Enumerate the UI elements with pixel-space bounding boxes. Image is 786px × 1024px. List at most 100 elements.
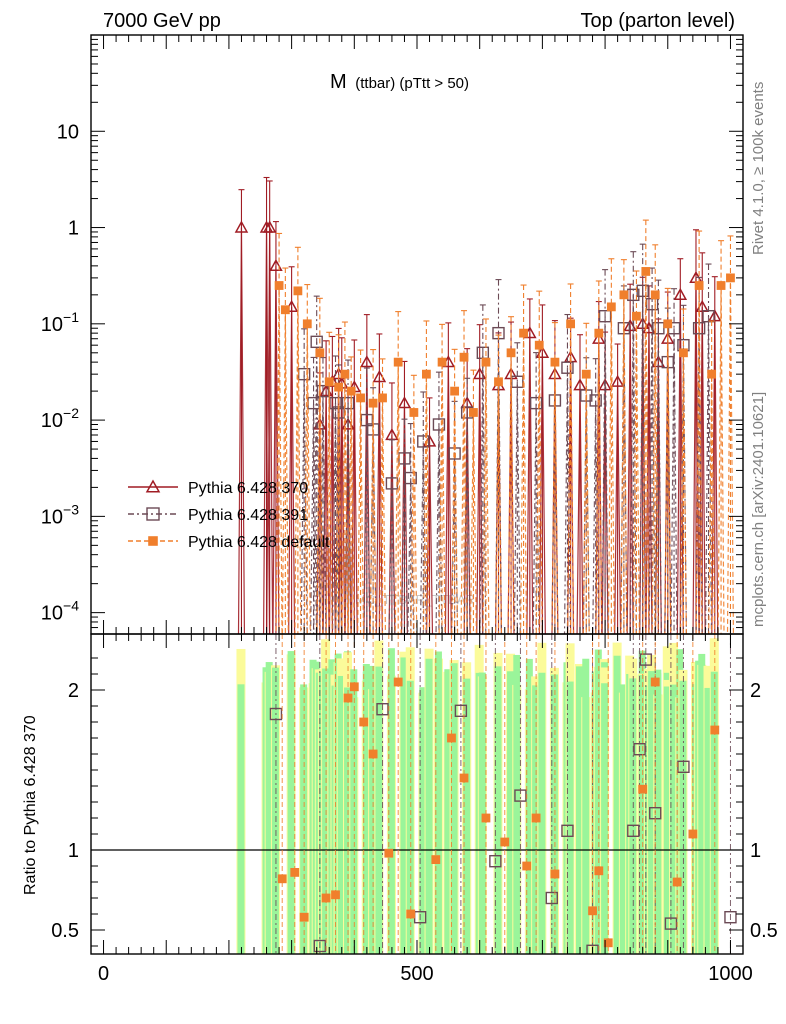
ratio-band-green [613, 655, 621, 954]
data-point [378, 393, 387, 403]
data-point [619, 290, 629, 300]
data-point [459, 352, 469, 362]
ratio-point [349, 682, 359, 692]
x-tick-label: 500 [400, 963, 433, 985]
ratio-y-tick-label: 1 [68, 840, 79, 862]
data-point [566, 319, 575, 329]
data-point [397, 396, 412, 409]
ratio-point [406, 909, 416, 919]
data-point [632, 311, 641, 321]
data-point [679, 348, 688, 358]
ratio-y-tick-label-right: 1 [750, 840, 761, 862]
data-point [368, 398, 378, 408]
ratio-point [343, 693, 353, 703]
ratio-point [633, 743, 646, 756]
data-point [702, 309, 715, 323]
series-line [275, 271, 735, 634]
ratio-band-green [594, 649, 602, 954]
ratio-point [459, 773, 469, 783]
data-point [269, 258, 283, 272]
ratio-point [481, 813, 491, 823]
data-point [534, 340, 544, 350]
data-point [708, 309, 722, 322]
header-left-label: 7000 GeV pp [103, 10, 221, 32]
y-tick-exp: −4 [63, 598, 79, 614]
data-point [341, 396, 355, 410]
y-tick-exp: −1 [63, 309, 79, 325]
y-tick-base: 10 [41, 506, 63, 528]
series-line [300, 290, 713, 634]
ratio-band-green [265, 662, 273, 954]
y-tick-label: 10−4 [41, 598, 79, 625]
ratio-band-green [406, 680, 414, 954]
ratio-band-green [425, 658, 433, 954]
ratio-band-green [450, 663, 458, 954]
data-point [280, 305, 290, 315]
ratio-y-tick-label: 0.5 [51, 920, 79, 942]
ratio-point [561, 824, 574, 837]
ratio-band-green [525, 658, 533, 954]
x-tick-label: 0 [98, 963, 109, 985]
data-point [316, 384, 330, 398]
ratio-point [545, 891, 558, 905]
ratio-point [393, 677, 403, 687]
y-tick-label: 1 [68, 218, 79, 240]
ratio-band-green [576, 666, 583, 954]
ratio-point [531, 813, 541, 823]
ratio-point [724, 911, 737, 924]
ratio-point [313, 939, 327, 953]
data-point [409, 408, 419, 417]
ratio-band-green [582, 658, 590, 954]
ratio-band-green [337, 675, 345, 954]
ratio-band-green [538, 672, 546, 954]
data-point [310, 335, 323, 349]
data-point [650, 290, 660, 300]
ratio-point [672, 877, 682, 887]
y-tick-base: 10 [41, 314, 63, 336]
ratio-y-tick-label-right: 0.5 [750, 920, 778, 942]
side-label-rivet: Rivet 4.1.0, ≥ 100k events [750, 82, 767, 255]
ratio-band-green [654, 673, 662, 954]
ratio-band-green [375, 666, 383, 954]
ratio-point [376, 703, 389, 716]
ratio-point [454, 704, 468, 717]
ratio-point [431, 855, 441, 864]
data-point [506, 348, 516, 358]
data-point [437, 357, 447, 367]
data-point [340, 369, 350, 379]
y-tick-label: 10−3 [41, 501, 79, 528]
ratio-band-green [601, 683, 609, 954]
data-point [315, 348, 325, 358]
ratio-band-green [434, 651, 442, 954]
ratio-point [638, 784, 648, 794]
ratio-point [321, 893, 331, 903]
ratio-point [500, 837, 510, 847]
header-right-label: Top (parton level) [580, 10, 735, 32]
legend-label: Pythia 6.428 391 [188, 507, 308, 524]
ratio-band-green [698, 653, 706, 954]
legend: Pythia 6.428 370 Pythia 6.428 391 Pythia 6… [128, 479, 330, 551]
data-point [716, 281, 726, 290]
x-tick-label: 1000 [708, 963, 753, 985]
ratio-band-green [444, 669, 452, 954]
ratio-point [627, 824, 640, 837]
ratio-point [368, 749, 378, 759]
data-point [598, 309, 612, 323]
data-point [450, 386, 460, 396]
ratio-band-green [550, 681, 558, 954]
data-point [274, 281, 284, 290]
ratio-y-axis-label: Ratio to Pythia 6.428 370 [22, 715, 39, 895]
y-tick-exp: −3 [63, 501, 79, 517]
legend-marker [145, 479, 161, 493]
ratio-point [489, 855, 502, 868]
data-point [262, 220, 277, 233]
ratio-band-green [670, 684, 678, 954]
data-point [494, 377, 503, 387]
ratio-band-green [287, 651, 295, 954]
data-point [581, 369, 591, 379]
ratio-band-green [704, 687, 712, 954]
ratio-point [331, 890, 340, 900]
ratio-band-green [419, 687, 427, 954]
data-point [667, 322, 681, 335]
